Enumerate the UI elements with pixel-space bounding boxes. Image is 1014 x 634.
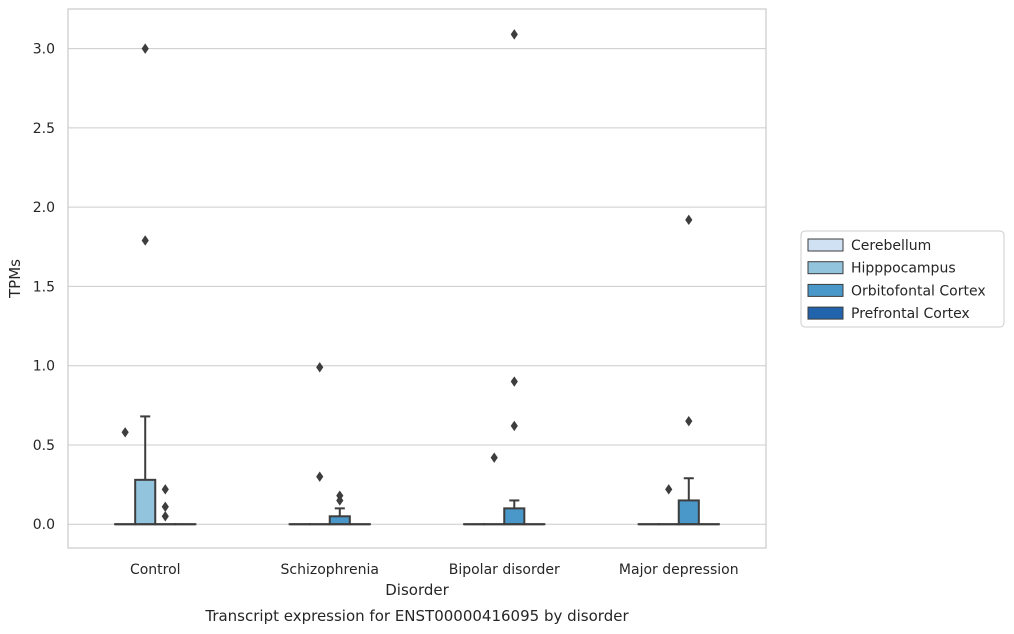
box-hipppocampus [657, 484, 680, 526]
legend: Cerebellum Hipppocampus Orbitofontal Corte… [800, 230, 1005, 328]
y-tick-label: 1.0 [33, 359, 55, 375]
outlier-point [510, 29, 518, 40]
box-cerebellum [114, 427, 137, 526]
box-hipppocampus [134, 43, 157, 526]
y-axis-ticks: 0.0 0.5 1.0 1.5 2.0 2.5 3.0 [33, 42, 55, 534]
box-marks [114, 29, 720, 526]
box-hipppocampus [308, 362, 331, 526]
y-tick-label: 0.0 [33, 517, 55, 533]
y-axis-label: TPMs [6, 259, 24, 299]
y-tick-label: 2.0 [33, 200, 55, 216]
outlier-point [121, 427, 129, 438]
box-orbitofontal-cortex [328, 490, 351, 526]
outlier-point [490, 452, 498, 463]
box-iqr [677, 499, 700, 526]
box-iqr [134, 478, 157, 526]
y-tick-label: 3.0 [33, 42, 55, 58]
outlier-point [510, 420, 518, 432]
outlier-point [316, 362, 324, 373]
outlier-point [685, 214, 693, 226]
outlier-point [510, 376, 518, 387]
outlier-point [336, 490, 344, 501]
box-orbitofontal-cortex [677, 214, 700, 526]
outlier-point [316, 471, 324, 482]
x-axis-ticks: Control Schizophrenia Bipolar disorder Majo… [130, 562, 739, 578]
y-tick-label: 2.5 [33, 121, 55, 137]
outlier-point [141, 235, 149, 246]
box-iqr [503, 507, 526, 526]
outlier-point [141, 43, 149, 54]
y-tick-label: 0.5 [33, 438, 55, 454]
legend-label: Orbitofontal Cortex [851, 283, 986, 299]
legend-frame [800, 230, 1005, 328]
legend-swatch [807, 238, 844, 252]
chart-caption: Transcript expression for ENST0000041609… [204, 607, 629, 625]
x-axis-label: Disorder [385, 581, 449, 599]
gridlines [68, 48, 766, 525]
legend-swatch [807, 283, 844, 297]
box-iqr [328, 515, 351, 526]
outlier-point [161, 511, 169, 522]
plot-frame [67, 8, 767, 549]
x-tick-label: Major depression [619, 562, 739, 578]
outlier-point [665, 484, 673, 495]
box-orbitofontal-cortex [154, 484, 177, 526]
x-tick-label: Control [130, 562, 181, 578]
outlier-point [685, 415, 693, 427]
legend-swatch [807, 306, 844, 320]
legend-label: Prefrontal Cortex [851, 306, 970, 322]
outlier-point [161, 484, 169, 495]
legend-label: Hipppocampus [851, 261, 956, 277]
box-orbitofontal-cortex [503, 29, 526, 526]
y-tick-label: 1.5 [33, 279, 55, 295]
box-hipppocampus [483, 452, 506, 526]
legend-swatch [807, 261, 844, 275]
x-tick-label: Bipolar disorder [449, 562, 560, 578]
outlier-point [161, 501, 169, 512]
x-tick-label: Schizophrenia [281, 562, 379, 578]
legend-label: Cerebellum [851, 238, 931, 254]
